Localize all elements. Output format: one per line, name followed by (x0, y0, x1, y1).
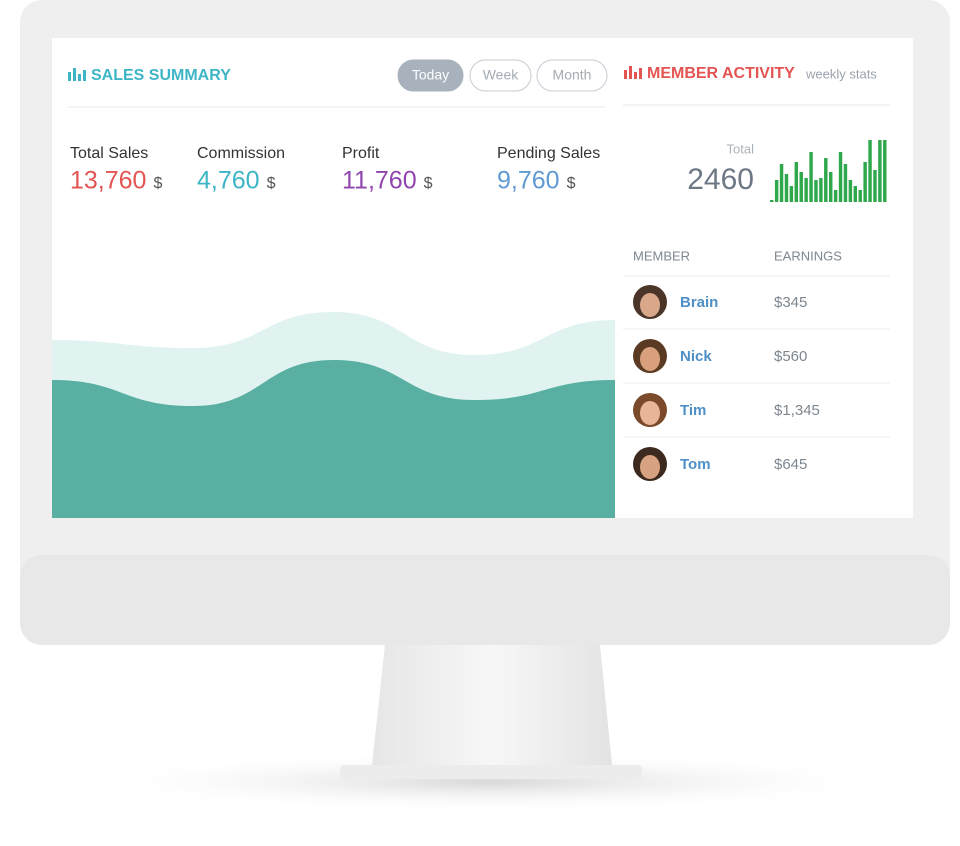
sales-title: SALES SUMMARY (91, 67, 231, 84)
sales-summary: SALES SUMMARY Today Week Month Total Sales 1… (52, 59, 615, 518)
member-earnings: $560 (774, 348, 807, 365)
activity-bar (809, 152, 813, 202)
activity-bar (848, 180, 853, 202)
stat-label: Total Sales (70, 145, 148, 162)
activity-bar (804, 178, 808, 202)
stat-unit: $ (153, 175, 162, 192)
avatar-face (640, 455, 660, 479)
monitor-chin (20, 555, 950, 645)
activity-bar (833, 190, 838, 202)
shadow (70, 752, 910, 812)
stat-value: 9,760 (497, 167, 560, 195)
avatar-face (640, 401, 660, 425)
member-earnings: $1,345 (774, 402, 820, 419)
stat-value: 4,760 (197, 167, 260, 195)
activity-bar (779, 164, 784, 202)
activity-bar (789, 186, 794, 202)
activity-bar (774, 180, 779, 202)
filter-label[interactable]: Today (412, 67, 449, 83)
filter-button[interactable] (469, 59, 532, 92)
stat-label: Pending Sales (497, 145, 600, 162)
activity-bar (784, 174, 789, 202)
member-name[interactable]: Nick (680, 348, 712, 365)
sales-area (52, 360, 615, 518)
activity-bar (843, 164, 848, 202)
filter-label[interactable]: Week (483, 67, 520, 83)
activity-bar (863, 162, 867, 202)
activity-bar (814, 180, 818, 202)
activity-bar (824, 158, 828, 202)
activity-bar (829, 172, 833, 202)
stat-unit: $ (424, 175, 433, 192)
filter-button[interactable] (397, 59, 464, 92)
avatar-face (640, 293, 660, 317)
sales-icon (68, 68, 86, 81)
member-earnings: $645 (774, 456, 807, 473)
activity-bar (858, 190, 862, 202)
activity-bar (819, 178, 823, 202)
activity-bar (853, 186, 858, 202)
member-earnings: $345 (774, 294, 807, 311)
table-header: MEMBER (633, 248, 690, 263)
total-value: 2460 (687, 163, 754, 196)
member-name[interactable]: Tom (680, 456, 711, 473)
member-icon (624, 66, 642, 79)
stat-value: 13,760 (70, 167, 146, 195)
activity-bar (873, 170, 877, 202)
activity-bar (868, 140, 872, 202)
member-subtitle: weekly stats (805, 66, 877, 81)
stat-label: Commission (197, 145, 285, 162)
activity-bar (770, 200, 774, 202)
stand-base (340, 765, 642, 779)
member-title: MEMBER ACTIVITY (647, 65, 795, 82)
total-label: Total (727, 141, 755, 156)
stat-unit: $ (267, 175, 276, 192)
stat-value: 11,760 (342, 167, 417, 195)
filter-label[interactable]: Month (553, 67, 592, 83)
activity-bar (878, 140, 882, 202)
stand (372, 645, 612, 765)
activity-bar (838, 152, 843, 202)
member-activity: MEMBER ACTIVITY weekly stats Total 2460 … (623, 65, 890, 481)
stat-unit: $ (567, 175, 576, 192)
activity-bar (794, 162, 799, 202)
member-name[interactable]: Brain (680, 294, 718, 311)
activity-bar (883, 140, 887, 202)
filter-button[interactable] (536, 59, 608, 92)
member-name[interactable]: Tim (680, 402, 706, 419)
table-header: EARNINGS (774, 248, 842, 263)
avatar-face (640, 347, 660, 371)
stat-label: Profit (342, 145, 380, 162)
activity-bar (799, 172, 803, 202)
